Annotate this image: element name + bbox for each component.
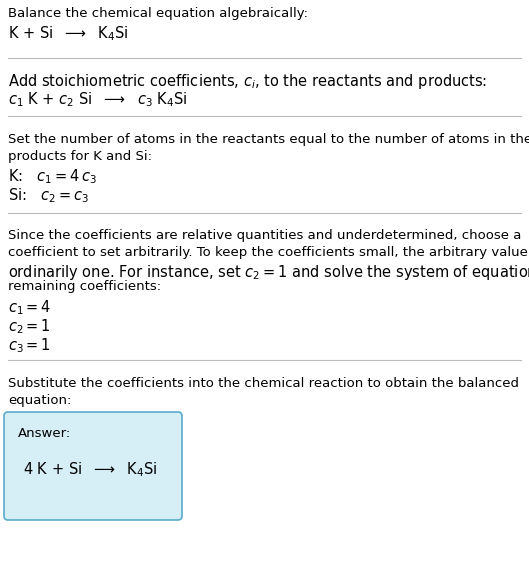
Text: 4 K + Si  $\longrightarrow$  K$_4$Si: 4 K + Si $\longrightarrow$ K$_4$Si [23, 460, 157, 479]
Text: products for K and Si:: products for K and Si: [8, 150, 152, 163]
Text: Si:   $c_2 = c_3$: Si: $c_2 = c_3$ [8, 186, 89, 205]
Text: Answer:: Answer: [18, 427, 71, 440]
Text: $c_2 = 1$: $c_2 = 1$ [8, 317, 51, 336]
FancyBboxPatch shape [4, 412, 182, 520]
Text: $c_1$ K + $c_2$ Si  $\longrightarrow$  $c_3$ K$_4$Si: $c_1$ K + $c_2$ Si $\longrightarrow$ $c_… [8, 90, 187, 109]
Text: K:   $c_1 = 4\,c_3$: K: $c_1 = 4\,c_3$ [8, 167, 97, 186]
Text: Set the number of atoms in the reactants equal to the number of atoms in the: Set the number of atoms in the reactants… [8, 133, 529, 146]
Text: equation:: equation: [8, 394, 71, 407]
Text: remaining coefficients:: remaining coefficients: [8, 280, 161, 293]
Text: $c_1 = 4$: $c_1 = 4$ [8, 298, 51, 317]
Text: $c_3 = 1$: $c_3 = 1$ [8, 336, 51, 355]
Text: Balance the chemical equation algebraically:: Balance the chemical equation algebraica… [8, 7, 308, 20]
Text: Substitute the coefficients into the chemical reaction to obtain the balanced: Substitute the coefficients into the che… [8, 377, 519, 390]
Text: K + Si  $\longrightarrow$  K$_4$Si: K + Si $\longrightarrow$ K$_4$Si [8, 24, 129, 43]
Text: Add stoichiometric coefficients, $c_i$, to the reactants and products:: Add stoichiometric coefficients, $c_i$, … [8, 72, 487, 91]
Text: ordinarily one. For instance, set $c_2 = 1$ and solve the system of equations fo: ordinarily one. For instance, set $c_2 =… [8, 263, 529, 282]
Text: coefficient to set arbitrarily. To keep the coefficients small, the arbitrary va: coefficient to set arbitrarily. To keep … [8, 246, 529, 259]
Text: Since the coefficients are relative quantities and underdetermined, choose a: Since the coefficients are relative quan… [8, 229, 522, 242]
